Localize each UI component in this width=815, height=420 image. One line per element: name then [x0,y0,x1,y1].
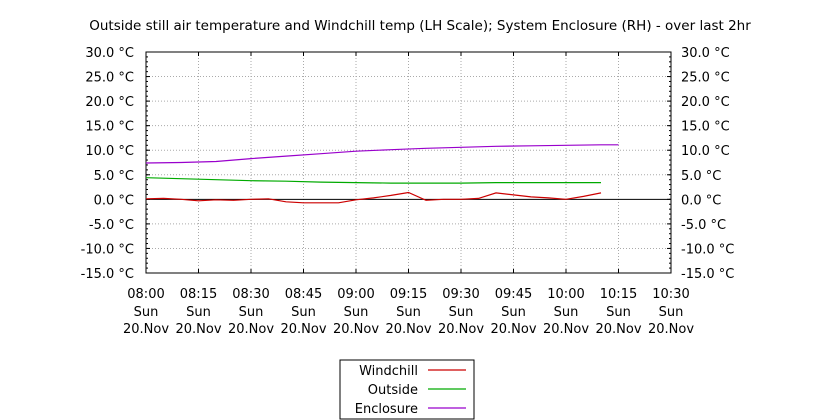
y-tick-label-left: 0.0 °C [94,193,134,208]
y-tick-label-left: 15.0 °C [85,120,134,135]
y-tick-label-right: 30.0 °C [681,46,730,61]
x-tick-label-date: 20.Nov [123,322,169,337]
x-tick-label-day: Sun [659,305,684,320]
y-tick-label-right: 5.0 °C [681,169,721,184]
legend: Windchill Outside Enclosure [339,359,475,420]
x-tick-label-day: Sun [291,305,316,320]
y-tick-label-left: 25.0 °C [85,71,134,86]
x-tick-label-time: 08:00 [127,287,164,302]
y-tick-label-left: 30.0 °C [85,46,134,61]
x-tick-label-day: Sun [134,305,159,320]
y-tick-label-right: 10.0 °C [681,144,730,159]
chart-title: Outside still air temperature and Windch… [89,18,751,34]
x-tick-label-date: 20.Nov [175,322,221,337]
y-tick-label-right: -5.0 °C [681,218,726,233]
x-tick-label-time: 10:30 [652,287,689,302]
y-tick-label-right: -10.0 °C [681,242,734,257]
y-tick-label-right: 0.0 °C [681,193,721,208]
x-tick-label-date: 20.Nov [490,322,536,337]
x-tick-label-date: 20.Nov [595,322,641,337]
legend-label-windchill: Windchill [359,364,418,379]
x-tick-label-date: 20.Nov [228,322,274,337]
y-tick-label-left: 5.0 °C [94,169,134,184]
gridlines [146,51,671,274]
x-tick-label-day: Sun [344,305,369,320]
series-line-outside [145,177,601,184]
x-tick-label-time: 08:15 [180,287,217,302]
x-tick-label-day: Sun [239,305,264,320]
legend-label-outside: Outside [368,383,418,398]
x-tick-label-time: 08:45 [285,287,322,302]
x-tick-label-day: Sun [396,305,421,320]
x-tick-label-date: 20.Nov [543,322,589,337]
y-tick-label-left: -5.0 °C [89,218,134,233]
x-tick-label-day: Sun [606,305,631,320]
axes: -15.0 °C -15.0 °C -10.0 °C -10.0 °C -5.0 °C -… [81,46,735,337]
x-tick-label-date: 20.Nov [333,322,379,337]
y-tick-label-left: 10.0 °C [85,144,134,159]
series-line-windchill [145,191,602,204]
legend-label-enclosure: Enclosure [355,402,418,417]
y-tick-label-right: 15.0 °C [681,120,730,135]
x-tick-label-time: 10:00 [547,287,584,302]
x-tick-label-time: 10:15 [600,287,637,302]
y-tick-label-right: 20.0 °C [681,95,730,110]
x-tick-label-date: 20.Nov [438,322,484,337]
x-tick-label-date: 20.Nov [385,322,431,337]
x-tick-label-date: 20.Nov [648,322,694,337]
x-tick-label-day: Sun [554,305,579,320]
x-tick-label-time: 08:30 [232,287,269,302]
x-tick-label-time: 09:15 [390,287,427,302]
x-tick-label-day: Sun [501,305,526,320]
series-lines [145,144,619,204]
y-tick-label-left: 20.0 °C [85,95,134,110]
x-tick-label-time: 09:30 [442,287,479,302]
x-tick-label-day: Sun [186,305,211,320]
x-tick-label-date: 20.Nov [280,322,326,337]
series-line-enclosure [145,144,619,164]
x-tick-label-time: 09:00 [337,287,374,302]
y-tick-label-right: 25.0 °C [681,71,730,86]
y-tick-label-right: -15.0 °C [681,267,734,282]
x-tick-label-day: Sun [449,305,474,320]
y-tick-label-left: -15.0 °C [81,267,134,282]
x-tick-label-time: 09:45 [495,287,532,302]
y-tick-label-left: -10.0 °C [81,242,134,257]
